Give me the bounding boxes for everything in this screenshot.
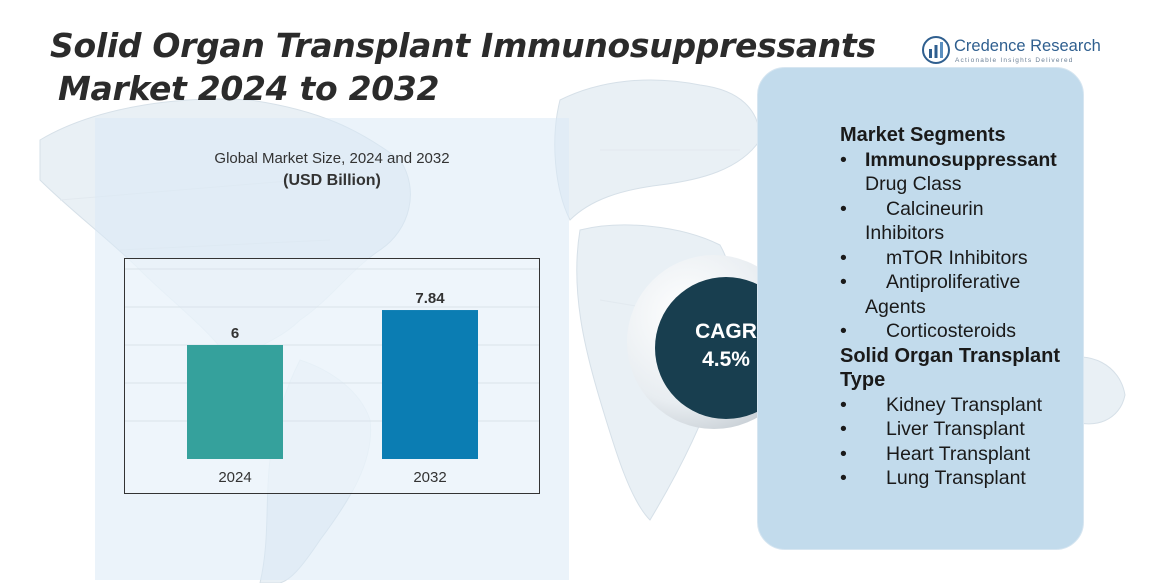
segment-group-title-rest: Drug Class [865, 173, 962, 195]
segment-item-label: Corticosteroids [886, 320, 1017, 342]
data-label: 6 [231, 325, 239, 342]
chart-caption: Global Market Size, 2024 and 2032 (USD B… [95, 148, 569, 192]
segment-item: • Heart Transplant [840, 442, 1080, 467]
bullet-icon: • [840, 197, 847, 220]
bar-2024 [187, 345, 283, 459]
segment-item: • Antiproliferative Agents [840, 270, 1080, 319]
bar-chart: 6 2024 7.84 2032 [124, 258, 540, 494]
segment-item: • Liver Transplant [840, 417, 1080, 442]
chart-title: Global Market Size, 2024 and 2032 [214, 150, 450, 167]
brand-logo: Credence Research Actionable Insights De… [922, 36, 1102, 66]
bullet-icon: • [840, 271, 847, 293]
segment-group-title: Solid Organ Transplant [840, 344, 1061, 367]
x-tick-label: 2032 [413, 469, 446, 486]
segment-item-label-cont: Inhibitors [865, 222, 945, 244]
title-line-2: Market 2024 to 2032 [58, 69, 440, 108]
brand-tagline: Actionable Insights Delivered [955, 57, 1074, 64]
x-tick-label: 2024 [218, 469, 251, 486]
segment-item-label: mTOR Inhibitors [886, 246, 1028, 269]
segment-group-drug-class: • Immunosuppressant Drug Class [840, 148, 1080, 197]
bullet-icon: • [840, 467, 847, 489]
market-segments-panel [757, 67, 1084, 550]
segment-item: • Kidney Transplant [840, 393, 1080, 418]
data-label: 7.84 [415, 290, 445, 307]
page-title: Solid Organ Transplant Immunosuppressant… [50, 24, 876, 110]
segment-group-title: Immunosuppressant [865, 148, 1057, 171]
brand-name: Credence Research [954, 37, 1101, 55]
bar-chart-logo-icon [922, 36, 950, 64]
bar-chart-canvas: 6 2024 7.84 2032 [125, 268, 539, 486]
segment-item-label: Kidney Transplant [886, 393, 1043, 416]
segment-item-label: Lung Transplant [886, 467, 1026, 489]
segment-item: • mTOR Inhibitors [840, 246, 1080, 271]
segment-group-transplant-type: Solid Organ Transplant Type [840, 344, 1080, 393]
segment-item-label: Calcineurin [886, 197, 984, 220]
segment-item: • Corticosteroids [840, 319, 1080, 344]
bullet-icon: • [840, 246, 847, 269]
bullet-icon: • [840, 148, 847, 171]
segment-item: • Calcineurin Inhibitors [840, 197, 1080, 246]
segment-item-label: Liver Transplant [886, 418, 1025, 440]
segment-item-label-cont: Agents [865, 295, 926, 318]
market-segments-list: Market Segments • Immunosuppressant Drug… [840, 123, 1080, 491]
cagr-value: 4.5% [702, 348, 750, 371]
bullet-icon: • [840, 442, 847, 465]
segment-group-title-rest: Type [840, 369, 886, 391]
title-line-1: Solid Organ Transplant Immunosuppressant… [50, 26, 876, 65]
segment-item-label: Heart Transplant [886, 442, 1031, 465]
bullet-icon: • [840, 393, 847, 416]
bullet-icon: • [840, 418, 847, 440]
cagr-label: CAGR [695, 320, 757, 343]
bar-2032 [382, 310, 478, 459]
chart-unit: (USD Billion) [283, 172, 381, 189]
bullet-icon: • [840, 320, 847, 342]
segments-heading: Market Segments [840, 124, 1006, 146]
segment-item-label: Antiproliferative [886, 271, 1021, 293]
segment-item: • Lung Transplant [840, 466, 1080, 491]
